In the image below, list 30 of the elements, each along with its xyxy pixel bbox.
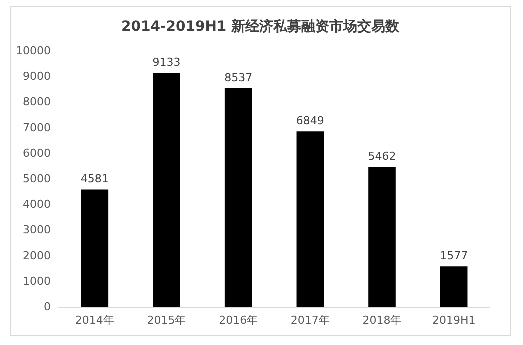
y-tick-label: 5000 bbox=[23, 172, 51, 186]
y-tick-label: 1000 bbox=[23, 274, 51, 288]
data-label: 6849 bbox=[296, 114, 324, 128]
bar bbox=[368, 167, 396, 307]
bar bbox=[153, 73, 180, 307]
data-label: 5462 bbox=[368, 150, 396, 164]
x-tick-label: 2014年 bbox=[75, 314, 114, 327]
x-tick-label: 2019H1 bbox=[432, 314, 476, 327]
data-label: 8537 bbox=[224, 71, 253, 84]
x-tick-label: 2018年 bbox=[362, 314, 402, 327]
y-tick-label: 9000 bbox=[23, 70, 51, 84]
bar bbox=[296, 132, 324, 307]
y-tick-label: 6000 bbox=[23, 146, 51, 160]
y-tick-label: 3000 bbox=[23, 224, 51, 237]
y-tick-label: 4000 bbox=[23, 198, 51, 212]
data-label: 9133 bbox=[152, 56, 181, 70]
y-tick-label: 7000 bbox=[23, 121, 51, 134]
y-tick-label: 8000 bbox=[23, 96, 51, 109]
bar bbox=[224, 88, 252, 307]
x-tick-label: 2017年 bbox=[290, 314, 330, 327]
y-tick-label: 2000 bbox=[23, 249, 51, 262]
y-tick-label: 10000 bbox=[16, 44, 51, 58]
y-tick-label: 0 bbox=[44, 300, 51, 314]
data-label: 4581 bbox=[80, 172, 109, 186]
bar bbox=[440, 266, 468, 307]
x-tick-label: 2015年 bbox=[147, 314, 186, 327]
x-tick-label: 2016年 bbox=[219, 314, 258, 327]
chart-title: 2014-2019H1 新经济私募融资市场交易数 bbox=[121, 18, 401, 35]
bar bbox=[81, 190, 109, 307]
data-label: 1577 bbox=[440, 250, 468, 263]
